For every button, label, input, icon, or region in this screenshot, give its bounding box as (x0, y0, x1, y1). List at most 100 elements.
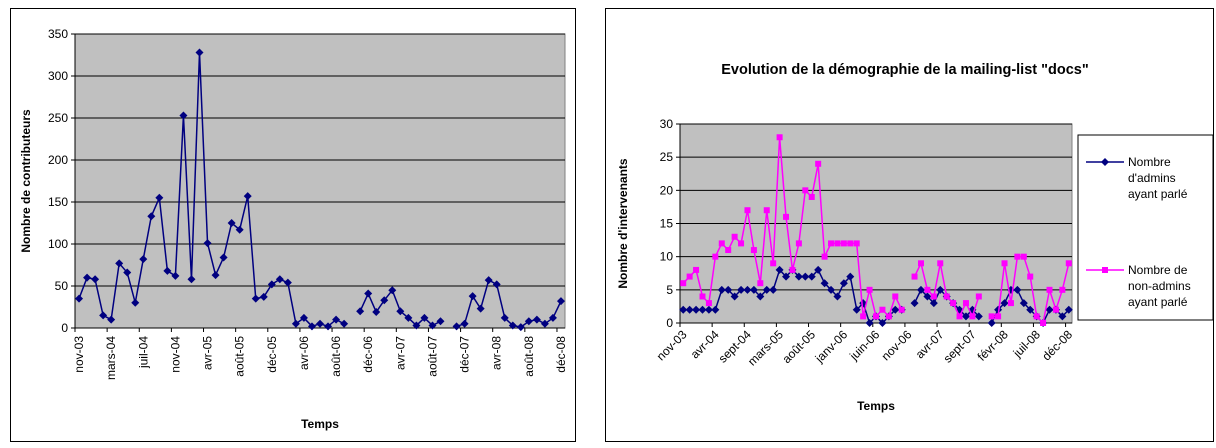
marker (500, 313, 509, 322)
marker (711, 305, 720, 314)
marker (75, 294, 84, 303)
y-tick-label: 350 (48, 27, 68, 41)
marker (789, 266, 796, 273)
marker (83, 273, 92, 282)
marker (540, 319, 549, 328)
y-tick-label: 0 (61, 321, 68, 335)
marker (155, 193, 164, 202)
marker (827, 285, 836, 294)
marker (782, 272, 791, 281)
marker (725, 247, 732, 254)
marker (757, 280, 764, 287)
x-tick-label: août-07 (425, 336, 439, 377)
marker (476, 304, 485, 313)
marker (763, 207, 770, 214)
marker (283, 278, 292, 287)
marker (692, 305, 701, 314)
marker (1033, 313, 1040, 320)
marker (743, 285, 752, 294)
marker (404, 313, 413, 322)
x-tick-label: nov-04 (168, 336, 182, 373)
marker (717, 285, 726, 294)
marker (987, 319, 996, 327)
marker (839, 279, 848, 288)
marker (731, 233, 738, 240)
marker (115, 259, 124, 268)
marker (452, 322, 461, 331)
y-tick-label: 0 (666, 316, 673, 330)
marker (924, 286, 931, 293)
x-tick-label: nov-03 (72, 336, 86, 373)
marker (885, 313, 892, 320)
marker (91, 275, 100, 284)
marker (147, 212, 156, 221)
marker (1052, 306, 1059, 313)
marker (1020, 253, 1027, 260)
marker (834, 240, 841, 247)
marker (1064, 305, 1073, 314)
x-tick-label: avr-07 (393, 336, 407, 370)
x-tick-label: avr-08 (490, 336, 504, 370)
marker (195, 48, 204, 57)
marker (879, 306, 886, 313)
marker (251, 294, 260, 303)
marker (163, 266, 172, 275)
y-tick-label: 100 (48, 237, 68, 251)
marker (316, 319, 324, 328)
marker (1065, 260, 1072, 267)
x-tick-label: déc-07 (458, 336, 472, 373)
marker (737, 285, 746, 294)
marker (744, 207, 751, 214)
marker (974, 312, 983, 321)
marker (291, 319, 300, 328)
x-tick-label: août-08 (522, 336, 536, 377)
marker (929, 299, 938, 308)
y-tick-label: 150 (48, 195, 68, 209)
marker (930, 293, 937, 300)
marker (524, 317, 533, 326)
marker (412, 321, 421, 330)
marker (235, 225, 244, 234)
marker (961, 312, 970, 321)
marker (738, 240, 745, 247)
marker (1058, 312, 1067, 321)
x-tick-label: avr-05 (201, 336, 215, 370)
x-tick-label: juil-04 (136, 336, 150, 369)
marker (807, 272, 816, 281)
marker (820, 279, 829, 288)
marker (866, 286, 873, 293)
marker (795, 240, 802, 247)
marker (1001, 260, 1008, 267)
marker (847, 240, 854, 247)
marker (801, 272, 810, 281)
marker (808, 193, 815, 200)
line (78, 52, 345, 328)
marker (356, 307, 365, 316)
marker (460, 319, 469, 328)
marker (508, 321, 517, 330)
marker (873, 313, 879, 320)
y-tick-label: 250 (48, 111, 68, 125)
legend-marker (1102, 267, 1108, 273)
marker (995, 313, 1002, 320)
x-tick-label: déc-05 (265, 336, 279, 373)
marker (750, 247, 757, 254)
marker (693, 266, 700, 273)
marker (1040, 320, 1047, 326)
x-tick-label: août-06 (329, 336, 343, 377)
marker (259, 292, 268, 301)
marker (704, 305, 713, 314)
marker (131, 298, 140, 307)
marker (680, 280, 687, 287)
y-tick-label: 5 (666, 283, 673, 297)
marker (712, 253, 719, 260)
marker (107, 315, 116, 324)
marker (814, 265, 823, 274)
marker (1045, 305, 1054, 314)
marker (936, 285, 945, 294)
marker (275, 275, 284, 284)
marker (916, 285, 925, 294)
marker (891, 305, 900, 314)
marker (852, 305, 861, 314)
marker (770, 260, 777, 267)
